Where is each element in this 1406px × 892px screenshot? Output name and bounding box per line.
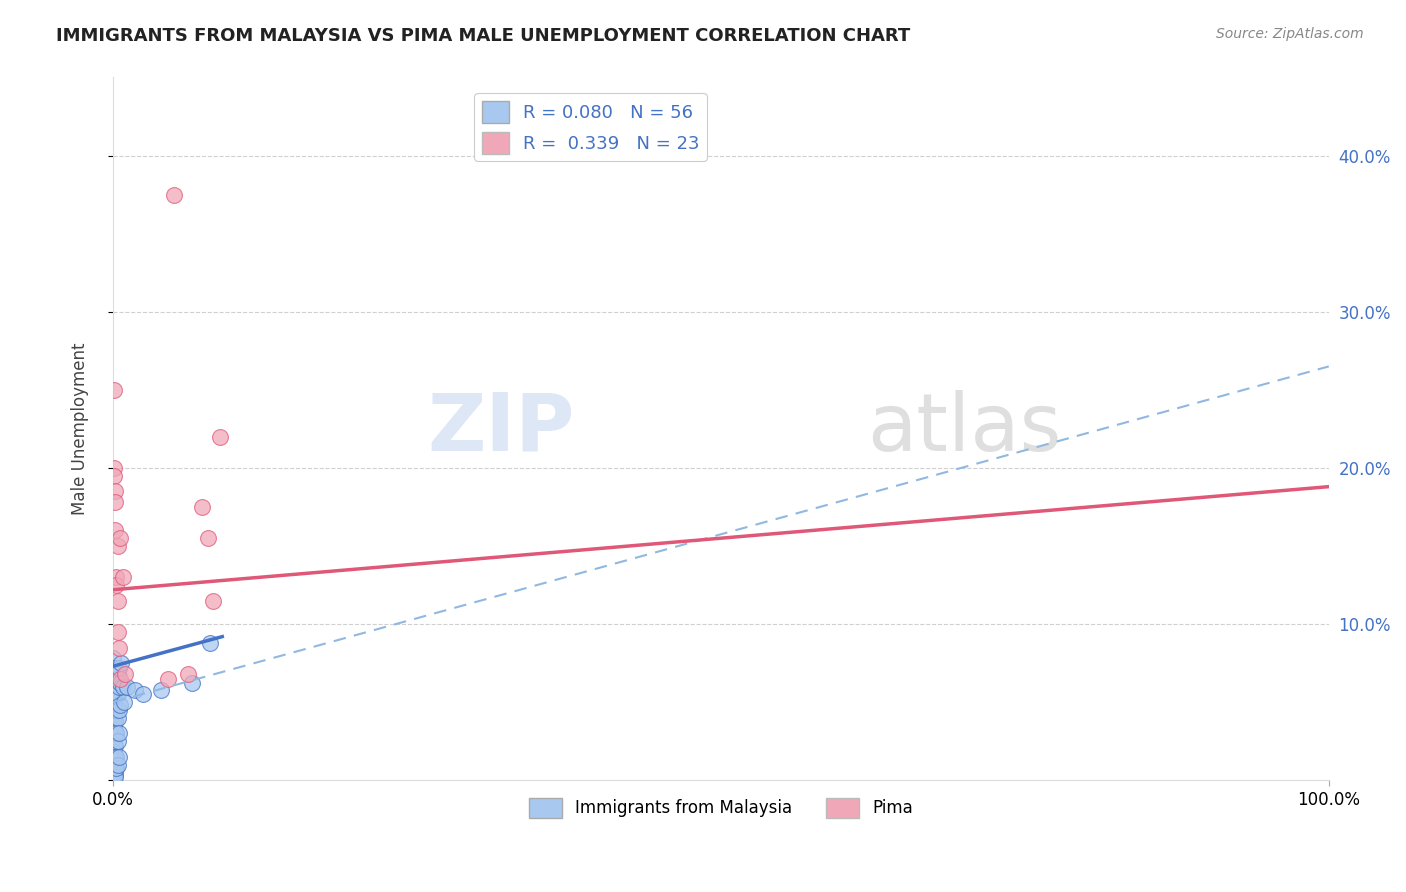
- Point: [177, 667, 200, 681]
- Point: [108, 661, 131, 675]
- Point: [163, 187, 186, 202]
- Point: [105, 750, 128, 764]
- Point: [108, 672, 131, 686]
- Point: [103, 745, 125, 759]
- Point: [105, 578, 128, 592]
- Text: IMMIGRANTS FROM MALAYSIA VS PIMA MALE UNEMPLOYMENT CORRELATION CHART: IMMIGRANTS FROM MALAYSIA VS PIMA MALE UN…: [56, 27, 911, 45]
- Point: [105, 672, 128, 686]
- Point: [103, 667, 125, 681]
- Point: [104, 726, 127, 740]
- Point: [104, 484, 127, 499]
- Point: [208, 430, 231, 444]
- Point: [104, 714, 127, 728]
- Point: [104, 767, 127, 781]
- Point: [201, 593, 224, 607]
- Legend: Immigrants from Malaysia, Pima: Immigrants from Malaysia, Pima: [522, 791, 920, 825]
- Point: [108, 726, 131, 740]
- Point: [111, 680, 134, 694]
- Point: [103, 767, 125, 781]
- Point: [103, 711, 125, 725]
- Point: [101, 674, 124, 689]
- Y-axis label: Male Unemployment: Male Unemployment: [72, 343, 89, 515]
- Text: atlas: atlas: [866, 390, 1062, 468]
- Point: [104, 761, 127, 775]
- Point: [107, 593, 129, 607]
- Point: [105, 703, 128, 717]
- Point: [105, 726, 128, 740]
- Point: [108, 703, 131, 717]
- Point: [103, 687, 125, 701]
- Point: [107, 624, 129, 639]
- Point: [104, 524, 127, 538]
- Point: [103, 764, 125, 778]
- Point: [111, 570, 134, 584]
- Point: [117, 680, 139, 694]
- Point: [103, 383, 125, 397]
- Point: [103, 757, 125, 772]
- Point: [105, 570, 128, 584]
- Point: [107, 539, 129, 553]
- Point: [104, 674, 127, 689]
- Point: [103, 461, 125, 475]
- Point: [103, 770, 125, 784]
- Point: [108, 531, 131, 545]
- Point: [180, 676, 202, 690]
- Point: [104, 750, 127, 764]
- Point: [103, 680, 125, 694]
- Point: [104, 687, 127, 701]
- Point: [198, 636, 221, 650]
- Point: [103, 468, 125, 483]
- Text: ZIP: ZIP: [427, 390, 575, 468]
- Point: [108, 640, 131, 655]
- Point: [103, 723, 125, 738]
- Point: [107, 734, 129, 748]
- Point: [107, 711, 129, 725]
- Point: [108, 676, 131, 690]
- Point: [105, 687, 128, 701]
- Point: [108, 750, 131, 764]
- Point: [103, 661, 125, 675]
- Point: [104, 495, 127, 509]
- Point: [103, 739, 125, 753]
- Point: [104, 739, 127, 753]
- Point: [103, 730, 125, 744]
- Point: [103, 718, 125, 732]
- Point: [112, 695, 135, 709]
- Point: [190, 500, 212, 514]
- Point: [103, 706, 125, 720]
- Point: [104, 703, 127, 717]
- Point: [103, 698, 125, 713]
- Point: [104, 770, 127, 784]
- Point: [197, 531, 219, 545]
- Point: [108, 680, 131, 694]
- Point: [107, 687, 129, 701]
- Point: [156, 672, 179, 686]
- Point: [107, 667, 129, 681]
- Point: [105, 761, 128, 775]
- Point: [124, 682, 146, 697]
- Point: [150, 682, 173, 697]
- Point: [107, 757, 129, 772]
- Point: [110, 656, 132, 670]
- Point: [103, 751, 125, 765]
- Text: Source: ZipAtlas.com: Source: ZipAtlas.com: [1216, 27, 1364, 41]
- Point: [132, 687, 155, 701]
- Point: [101, 651, 124, 665]
- Point: [108, 698, 131, 713]
- Point: [114, 667, 136, 681]
